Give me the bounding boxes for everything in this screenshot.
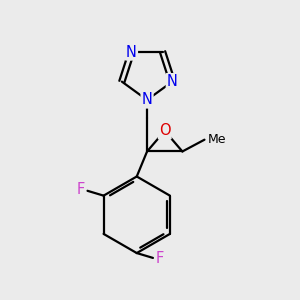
Text: N: N [126, 44, 137, 59]
Text: N: N [142, 92, 152, 107]
Text: O: O [159, 123, 170, 138]
Text: F: F [155, 251, 164, 266]
Text: N: N [167, 74, 178, 89]
Text: Me: Me [208, 133, 226, 146]
Text: F: F [77, 182, 85, 197]
